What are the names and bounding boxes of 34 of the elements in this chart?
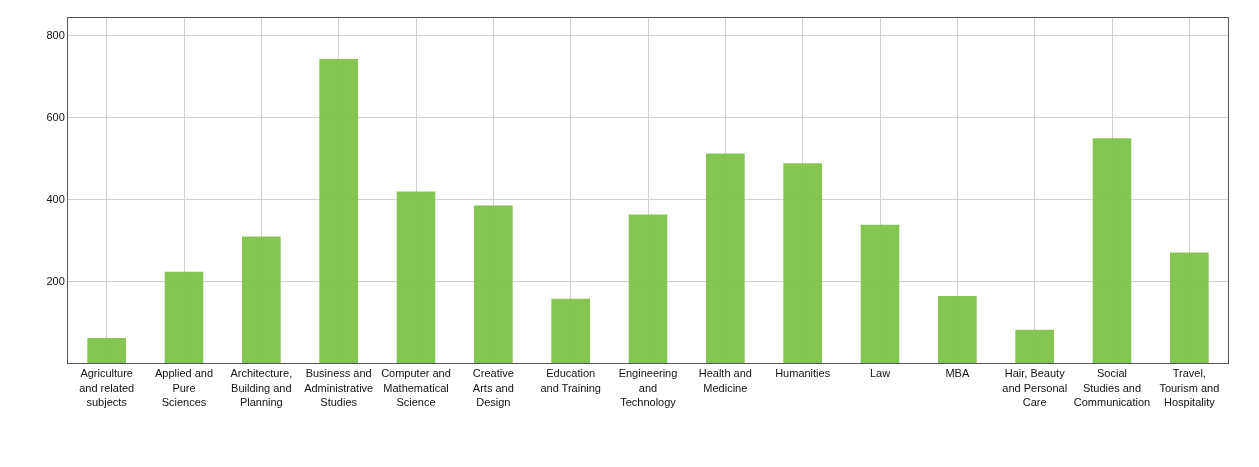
bar xyxy=(474,205,513,363)
bar xyxy=(396,191,436,363)
x-tick-label: Law xyxy=(869,367,891,380)
bar xyxy=(87,338,126,363)
x-tick-label: Health and Medicine xyxy=(698,367,752,394)
x-tick-label: Business and Administrative Studies xyxy=(304,367,374,408)
bar xyxy=(938,295,977,363)
bar xyxy=(1170,252,1209,363)
x-tick-label: Education and Training xyxy=(540,367,601,394)
bar xyxy=(1015,329,1054,363)
x-tick-label: Travel, Tourism and Hospitality xyxy=(1159,367,1220,408)
bar xyxy=(319,58,358,363)
x-tick-label: Architecture, Building and Planning xyxy=(230,367,293,408)
bar xyxy=(242,236,281,363)
x-tick-label: MBA xyxy=(945,367,970,380)
x-tick-label: Applied and Pure Sciences xyxy=(154,367,214,408)
bar xyxy=(164,271,204,363)
x-tick-label: Humanities xyxy=(775,367,831,380)
x-tick-label: Creative Arts and Design xyxy=(472,367,514,408)
bar xyxy=(628,214,668,363)
y-tick-label: 200 xyxy=(46,275,65,287)
x-tick-label: Computer and Mathematical Science xyxy=(381,367,451,408)
bar xyxy=(1092,138,1132,363)
y-tick-label: 800 xyxy=(46,29,65,42)
y-tick-label: 400 xyxy=(46,193,65,206)
bar xyxy=(783,163,822,363)
bar xyxy=(551,298,590,363)
x-tick-label: Hair, Beauty and Personal Care xyxy=(1002,367,1068,408)
bar xyxy=(860,224,900,363)
y-tick-label: 600 xyxy=(46,111,65,124)
x-tick-label: Engineering and Technology xyxy=(618,367,678,408)
x-tick-label: Social Studies and Communication xyxy=(1073,367,1151,408)
x-tick-label: Agriculture and related subjects xyxy=(79,367,135,408)
bar xyxy=(706,153,745,363)
